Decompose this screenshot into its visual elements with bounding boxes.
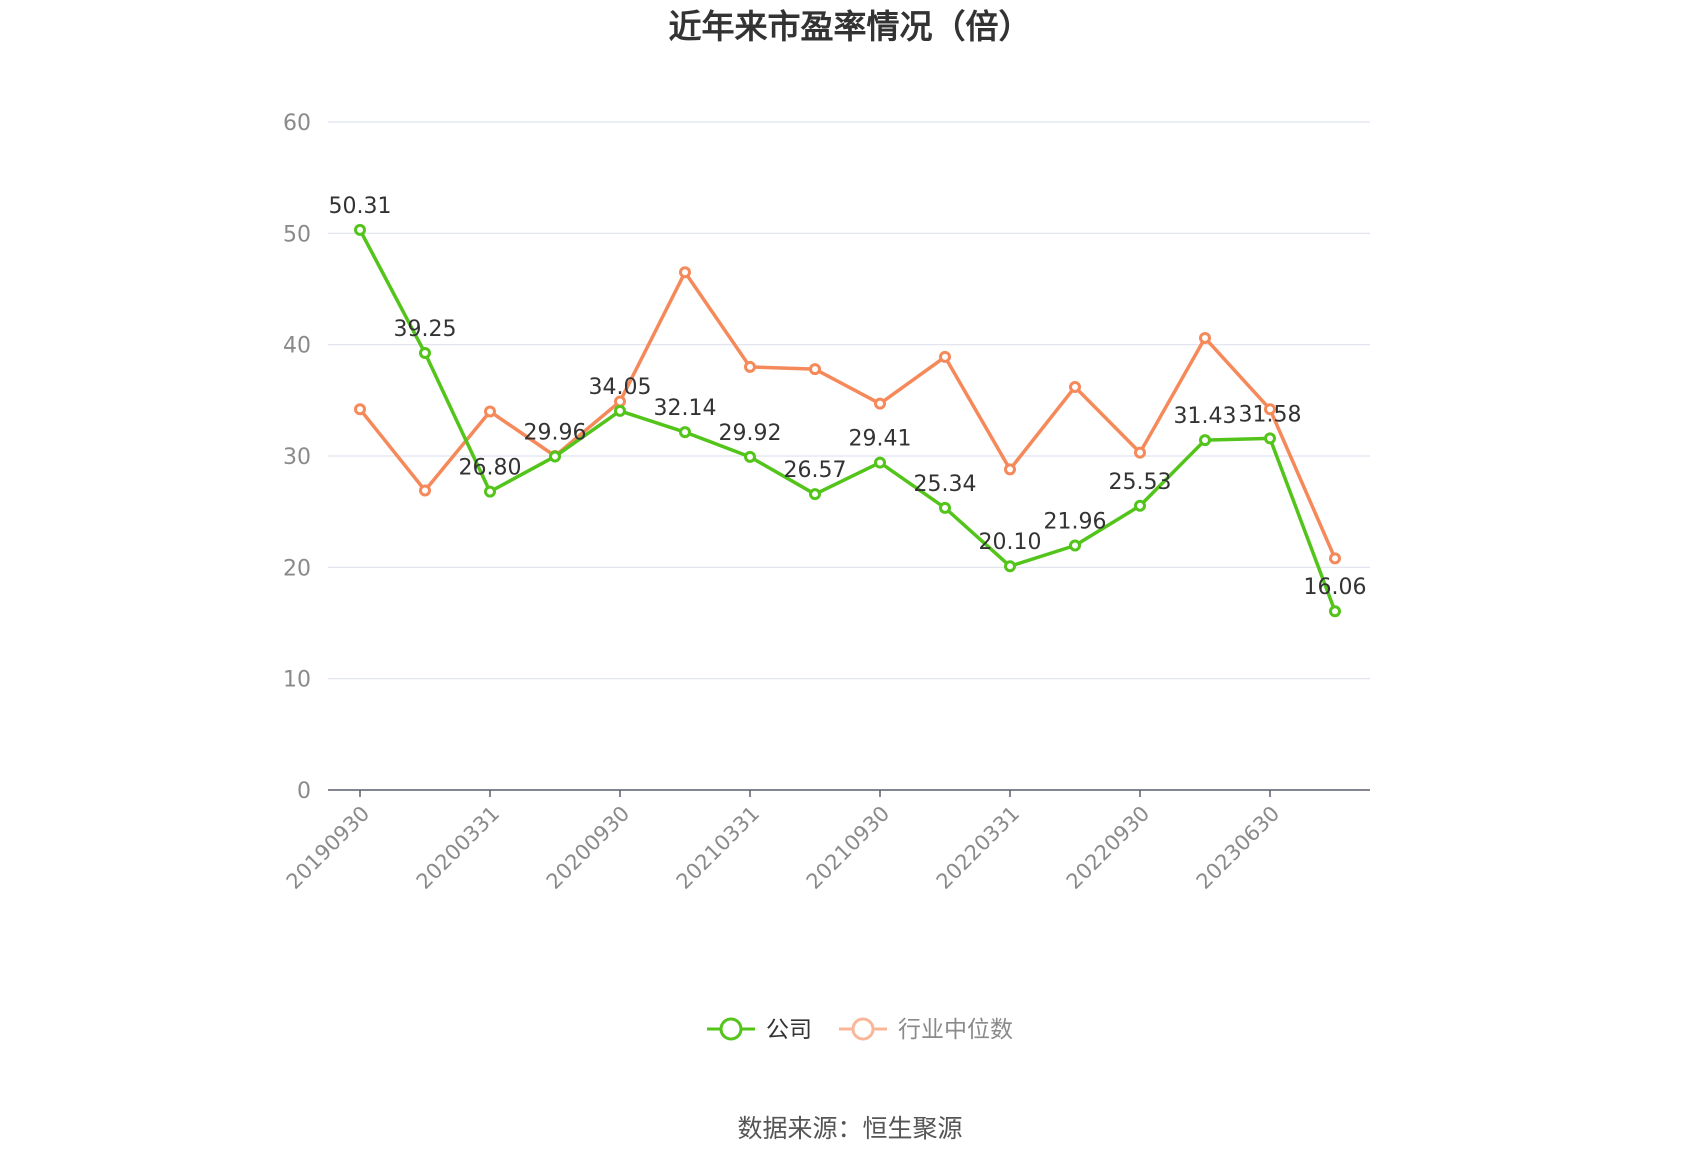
x-tick-label: 20220331 [932,801,1025,894]
legend-company-marker-icon [719,1017,743,1041]
data-label: 25.34 [914,472,977,497]
data-point-company[interactable] [744,450,756,463]
y-tick-label: 20 [283,556,311,581]
series-line-company [358,229,1337,612]
data-point-industry[interactable] [1264,403,1276,416]
series-line-industry [358,270,1337,560]
data-point-company[interactable] [679,426,691,439]
y-tick-label: 0 [297,779,311,804]
x-axis: 20190930 20200331 20200930 20210331 20210930… [282,789,1370,894]
x-tick-label: 20210331 [672,801,765,894]
legend-industry-marker-icon [851,1017,875,1041]
data-point-industry[interactable] [1004,463,1016,476]
data-point-industry[interactable] [1134,446,1146,459]
data-point-industry[interactable] [1329,552,1341,565]
data-point-company[interactable] [874,456,886,469]
data-point-company[interactable] [1004,560,1016,573]
data-point-company[interactable] [939,501,951,514]
data-label: 29.41 [849,427,912,452]
data-point-company[interactable] [1069,539,1081,552]
legend-industry-label: 行业中位数 [898,1017,1013,1043]
series-lines [354,223,1341,618]
grid-lines [328,121,1370,680]
data-point-company[interactable] [1264,432,1276,445]
data-point-industry[interactable] [679,266,691,279]
x-tick-label: 20230630 [1192,801,1285,894]
data-label: 31.43 [1174,404,1237,429]
legend-item-company[interactable]: 公司 [707,1017,812,1043]
x-tick-label: 20190930 [282,801,375,894]
data-point-industry[interactable] [874,397,886,410]
data-label: 16.06 [1304,575,1367,600]
data-label: 29.96 [524,420,587,445]
y-axis-ticks: 0 10 20 30 40 50 60 [283,111,311,804]
data-label: 50.31 [329,194,392,219]
data-label: 31.58 [1239,402,1302,427]
data-point-company[interactable] [484,485,496,498]
data-point-company[interactable] [354,223,366,236]
y-tick-label: 60 [283,111,311,136]
data-label: 26.80 [459,456,522,481]
data-label: 34.05 [589,375,652,400]
x-tick-label: 20220930 [1062,801,1155,894]
data-point-industry[interactable] [419,484,431,497]
data-label: 39.25 [394,317,457,342]
data-point-company[interactable] [614,404,626,417]
data-point-industry[interactable] [939,350,951,363]
x-tick-label: 20200331 [412,801,505,894]
data-point-industry[interactable] [1069,380,1081,393]
data-label: 26.57 [784,458,847,483]
data-point-company[interactable] [1329,605,1341,618]
data-point-company[interactable] [419,347,431,360]
data-label: 32.14 [654,396,717,421]
legend: 公司 行业中位数 [707,1017,1013,1043]
legend-company-label: 公司 [766,1017,812,1043]
legend-item-industry[interactable]: 行业中位数 [839,1017,1013,1043]
data-label: 21.96 [1044,510,1107,535]
data-point-company[interactable] [1199,434,1211,447]
chart-title: 近年来市盈率情况（倍） [669,7,1032,46]
data-point-industry[interactable] [484,405,496,418]
x-tick-label: 20210930 [802,801,895,894]
data-point-company[interactable] [1134,499,1146,512]
data-label: 20.10 [979,530,1042,555]
y-tick-label: 50 [283,222,311,247]
y-tick-label: 30 [283,445,311,470]
y-tick-label: 40 [283,334,311,359]
data-source-note: 数据来源：恒生聚源 [737,1114,962,1143]
x-tick-label: 20200930 [542,801,635,894]
data-point-industry[interactable] [809,363,821,376]
data-point-company[interactable] [549,450,561,463]
data-point-industry[interactable] [354,403,366,416]
data-point-industry[interactable] [744,360,756,373]
data-point-industry[interactable] [1199,331,1211,344]
data-label: 29.92 [719,421,782,446]
data-point-company[interactable] [809,488,821,501]
data-labels: 50.31 39.25 26.8029.9634.0532.1429.9226.57… [329,194,1367,600]
y-tick-label: 10 [283,668,311,693]
data-label: 25.53 [1109,470,1172,495]
